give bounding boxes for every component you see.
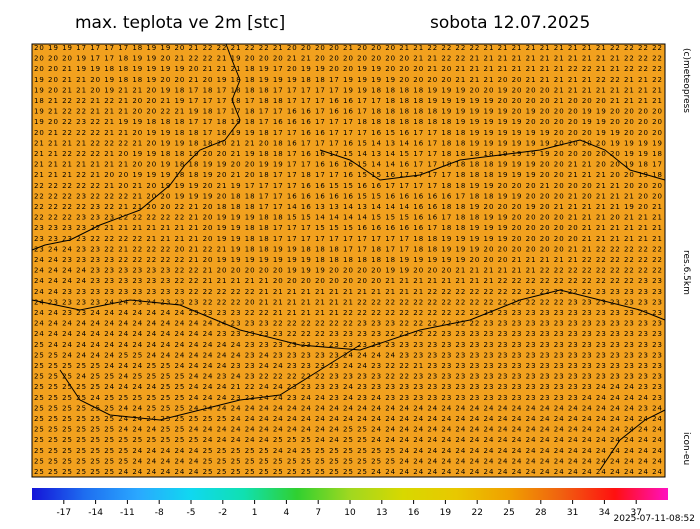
- value-row: 24 24 24 24 23 23 23 23 23 23 22 22 21 2…: [34, 277, 662, 285]
- colorbar-tick-label: 25: [503, 508, 514, 518]
- value-row: 21 21 21 21 21 21 21 20 20 19 18 18 19 1…: [34, 161, 662, 169]
- value-row: 24 24 24 24 23 23 23 23 23 23 22 22 21 2…: [34, 267, 662, 275]
- contours: [31, 43, 666, 471]
- value-row: 25 25 25 25 25 25 25 24 24 24 24 24 25 2…: [34, 447, 663, 455]
- value-row: 24 24 23 23 24 24 24 24 24 24 24 23 23 2…: [34, 309, 662, 317]
- value-row: 22 22 22 23 23 23 22 22 22 22 22 21 20 1…: [34, 214, 662, 222]
- timestamp: 2025-07-11-08:52: [614, 514, 696, 524]
- resolution: res.6.5km: [681, 250, 691, 295]
- value-row: 25 25 25 25 25 24 24 24 24 25 25 24 24 2…: [34, 383, 662, 391]
- value-row: 20 21 22 22 22 21 21 20 19 19 18 18 17 1…: [34, 129, 662, 137]
- value-row: 25 25 25 25 25 25 25 25 25 25 25 25 24 2…: [34, 436, 663, 444]
- value-row: 22 22 22 22 23 22 21 21 20 20 22 21 20 1…: [34, 203, 662, 211]
- value-row: 24 23 23 23 23 24 24 23 24 23 23 23 22 2…: [34, 298, 662, 306]
- title: max. teplota ve 2m [stc]: [75, 13, 285, 33]
- colorbar-tick-label: 19: [440, 508, 452, 518]
- colorbar-tick-label: 34: [599, 508, 611, 518]
- value-row: 25 25 25 25 25 25 25 24 24 24 24 24 25 2…: [34, 457, 663, 465]
- value-row: 20 20 20 19 17 17 18 19 19 20 21 22 22 2…: [34, 55, 662, 63]
- value-row: 24 24 23 23 23 23 22 22 22 22 22 21 20 1…: [34, 256, 662, 264]
- value-row: 23 23 23 23 22 21 21 21 21 21 21 21 20 1…: [34, 224, 662, 232]
- colorbar-tick-label: -8: [155, 508, 164, 518]
- value-row: 23 23 23 23 22 22 22 22 21 21 21 21 20 1…: [34, 235, 662, 243]
- colorbar-tick-label: 37: [630, 508, 641, 518]
- value-row: 19 21 22 22 21 21 21 20 20 22 21 19 18 1…: [34, 108, 662, 116]
- colorbar-tick-label: -2: [218, 508, 227, 518]
- value-row: 18 21 22 22 21 22 21 20 20 21 19 17 17 1…: [34, 97, 662, 105]
- value-row: 24 24 24 24 24 24 24 24 24 24 24 24 24 2…: [34, 320, 662, 328]
- value-row: 19 20 21 21 20 19 21 21 20 19 18 17 18 1…: [34, 86, 662, 94]
- value-row: 21 21 21 22 21 20 20 19 19 19 18 18 19 2…: [34, 171, 662, 179]
- value-row: 22 22 22 22 22 21 20 21 20 19 19 19 20 2…: [34, 182, 662, 190]
- colorbar-tick-label: 10: [344, 508, 356, 518]
- date: sobota 12.07.2025: [430, 13, 590, 33]
- colorbar-tick-label: 4: [284, 508, 290, 518]
- colorbar-tick-label: 31: [567, 508, 578, 518]
- value-row: 25 25 25 25 25 25 24 24 25 25 25 24 24 2…: [34, 404, 663, 412]
- model: icon-eu: [681, 432, 691, 465]
- value-row: 19 20 22 23 22 21 19 19 18 18 18 17 17 1…: [34, 118, 662, 126]
- copyright: (c)meteopress: [681, 48, 691, 113]
- value-row: 24 24 23 23 23 23 23 23 23 23 23 22 22 2…: [34, 288, 662, 296]
- value-row: 25 25 25 25 25 24 24 24 25 25 24 24 24 2…: [34, 362, 662, 370]
- colorbar-tick-label: 16: [408, 508, 420, 518]
- value-row: 25 25 25 25 25 25 24 24 24 25 25 25 25 2…: [34, 415, 663, 423]
- colorbar-tick-label: 13: [376, 508, 387, 518]
- value-row: 25 24 24 24 24 24 24 24 24 24 24 24 24 2…: [34, 341, 662, 349]
- colorbar-ticks: -17 -14 -11 -8 -5 -2 1 4 7 10 13 16 19 22 25 28 31 34 37: [56, 500, 642, 518]
- value-row: 25 25 25 25 25 25 24 24 24 24 24 24 25 2…: [34, 468, 663, 476]
- colorbar-tick-label: -14: [88, 508, 103, 518]
- value-row: 22 22 22 23 22 22 22 21 20 20 19 19 19 2…: [34, 192, 662, 200]
- colorbar-tick-label: -17: [56, 508, 71, 518]
- value-row: 23 24 24 23 23 22 21 22 22 22 20 21 22 2…: [34, 245, 662, 253]
- value-row: 21 21 21 21 22 22 22 21 20 19 19 18 18 2…: [34, 139, 662, 147]
- value-row: 20 20 21 19 19 18 18 19 19 19 19 20 21 2…: [34, 65, 662, 73]
- value-row: 25 25 25 25 25 25 24 24 24 25 25 24 24 2…: [34, 426, 663, 434]
- colorbar: [32, 488, 668, 500]
- value-row: 25 25 24 24 24 24 25 25 24 24 24 24 24 2…: [34, 351, 662, 359]
- value-row: 24 24 24 24 24 24 24 24 24 24 24 24 24 2…: [34, 330, 662, 338]
- colorbar-tick-label: -5: [187, 508, 196, 518]
- value-row: 19 20 21 21 20 19 18 18 19 20 20 21 20 1…: [34, 76, 662, 84]
- value-row: 20 19 19 17 17 17 17 18 19 19 20 21 22 2…: [34, 44, 662, 52]
- colorbar-tick-label: 7: [315, 508, 321, 518]
- colorbar-tick-label: 22: [471, 508, 482, 518]
- colorbar-tick-label: 1: [252, 508, 258, 518]
- map-background: [31, 43, 666, 478]
- value-row: 25 25 25 25 24 25 25 25 25 25 25 24 24 2…: [34, 394, 662, 402]
- value-row: 21 21 22 22 22 21 20 19 19 18 18 19 20 2…: [34, 150, 662, 158]
- value-grid: 20 19 19 17 17 17 17 18 19 19 20 21 22 2…: [34, 44, 663, 476]
- colorbar-tick-label: -11: [120, 508, 135, 518]
- colorbar-tick-label: 28: [535, 508, 547, 518]
- value-row: 25 25 25 24 25 25 24 25 25 25 25 24 24 2…: [34, 373, 662, 381]
